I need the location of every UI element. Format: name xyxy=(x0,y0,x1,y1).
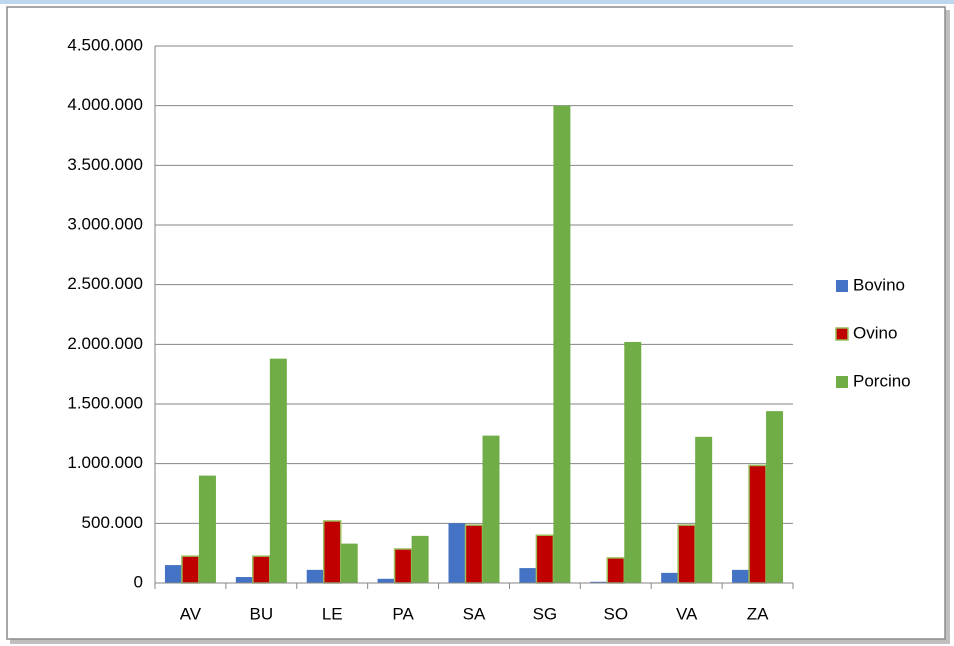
legend-label: Bovino xyxy=(853,275,905,294)
bar xyxy=(519,568,537,583)
y-tick-label: 2.000.000 xyxy=(67,334,143,353)
bar xyxy=(482,435,500,583)
y-tick-label: 500.000 xyxy=(82,513,143,532)
bar xyxy=(464,524,484,584)
bar xyxy=(235,577,253,583)
bar xyxy=(624,341,642,583)
bar xyxy=(340,543,358,583)
bar xyxy=(606,557,626,584)
y-tick-label: 1.500.000 xyxy=(67,393,143,412)
legend-swatch xyxy=(836,376,848,388)
y-tick-label: 4.000.000 xyxy=(67,95,143,114)
x-tick-label: SA xyxy=(463,604,486,623)
x-tick-label: LE xyxy=(322,604,343,623)
bar xyxy=(164,565,182,583)
y-tick-label: 0 xyxy=(134,572,143,591)
y-tick-label: 1.000.000 xyxy=(67,453,143,472)
x-tick-label: VA xyxy=(676,604,698,623)
bar xyxy=(535,534,555,584)
y-tick-label: 2.500.000 xyxy=(67,274,143,293)
x-tick-label: SO xyxy=(603,604,628,623)
bar xyxy=(306,569,324,583)
legend-label: Porcino xyxy=(853,371,911,390)
bar xyxy=(198,475,216,583)
bar xyxy=(393,548,413,584)
bar xyxy=(553,105,571,584)
top-strip xyxy=(0,0,954,4)
bar xyxy=(661,572,679,583)
y-tick-label: 3.000.000 xyxy=(67,214,143,233)
x-tick-label: SG xyxy=(533,604,558,623)
bar xyxy=(766,411,784,583)
bar xyxy=(677,524,696,584)
legend-swatch xyxy=(836,280,848,292)
bar xyxy=(448,523,466,583)
legend-label: Ovino xyxy=(853,323,897,342)
x-tick-label: ZA xyxy=(747,604,769,623)
y-tick-label: 4.500.000 xyxy=(67,35,143,54)
bar xyxy=(748,464,767,584)
bar xyxy=(322,520,342,584)
bar xyxy=(411,535,429,583)
bar xyxy=(695,436,713,583)
bar xyxy=(732,569,750,583)
x-tick-label: PA xyxy=(392,604,414,623)
legend-swatch xyxy=(835,327,849,341)
bar xyxy=(269,358,287,583)
x-tick-label: BU xyxy=(250,604,274,623)
bar xyxy=(252,555,271,584)
bar xyxy=(181,555,200,584)
y-tick-label: 3.500.000 xyxy=(67,155,143,174)
bar xyxy=(590,581,608,583)
x-tick-label: AV xyxy=(180,604,202,623)
bar xyxy=(377,578,395,583)
